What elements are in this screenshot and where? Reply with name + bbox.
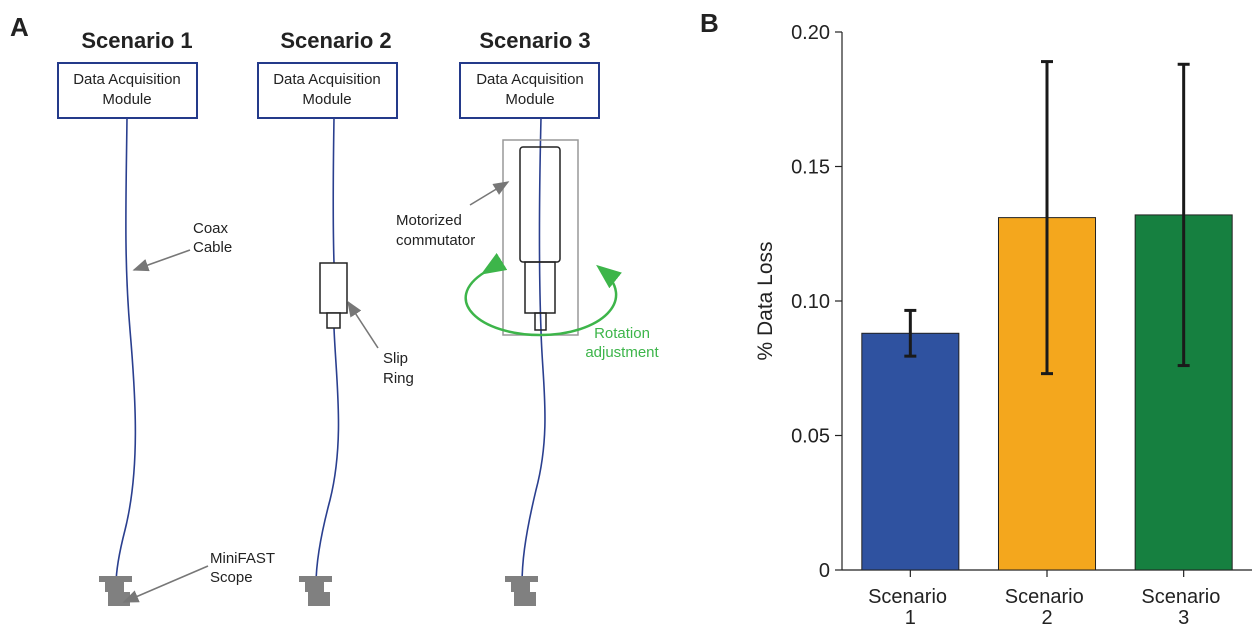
annotation: Cable xyxy=(193,239,232,256)
pointer xyxy=(132,249,191,272)
y-tick-label: 0.15 xyxy=(791,157,830,179)
module-box xyxy=(257,62,398,119)
module-label: Module xyxy=(302,91,351,108)
slip-ring xyxy=(319,262,348,329)
annotation: commutator xyxy=(396,232,475,249)
y-tick-label: 0.05 xyxy=(791,426,830,448)
annotation: Scope xyxy=(210,569,253,586)
module-label: Data Acquisition xyxy=(273,71,381,88)
commutator xyxy=(464,139,622,337)
pointer xyxy=(122,565,209,603)
scope xyxy=(99,576,538,606)
bar-chart: B % Data Loss 0 0.05 0.10 0.15 0.20 Scenario … xyxy=(700,8,1252,629)
scenario-title: Scenario 2 xyxy=(280,28,391,53)
module-label: Module xyxy=(102,91,151,108)
bar xyxy=(861,332,960,571)
module-box xyxy=(57,62,198,119)
y-tick-label: 0 xyxy=(819,560,830,582)
x-tick-label: Scenario 2 xyxy=(1005,586,1090,629)
annotation: Rotation xyxy=(594,325,650,342)
cable xyxy=(521,329,546,586)
module-box xyxy=(459,62,600,119)
cable xyxy=(315,327,340,586)
panel-label: A xyxy=(10,12,29,42)
pointer xyxy=(347,300,379,349)
scenario-title: Scenario 3 xyxy=(479,28,590,53)
module-label: Module xyxy=(505,91,554,108)
annotation: Ring xyxy=(383,370,414,387)
y-axis-label: % Data Loss xyxy=(754,241,777,360)
module-label: Data Acquisition xyxy=(73,71,181,88)
module-label: Data Acquisition xyxy=(476,71,584,88)
annotation: adjustment xyxy=(585,344,659,361)
scenario-title: Scenario 1 xyxy=(81,28,192,53)
cable xyxy=(115,117,137,586)
y-tick-label: 0.20 xyxy=(791,22,830,44)
annotation: Coax xyxy=(193,220,229,237)
pointer xyxy=(469,181,510,206)
annotation: MiniFAST xyxy=(210,550,275,567)
x-tick-label: Scenario 3 xyxy=(1141,586,1226,629)
annotation: Slip xyxy=(383,350,408,367)
diagram-panel: A Scenario 1 Scenario 2 Scenario 3 Data … xyxy=(10,12,660,606)
cable xyxy=(332,117,335,264)
x-tick-label: Scenario 1 xyxy=(868,586,953,629)
y-tick-label: 0.10 xyxy=(791,291,830,313)
cable xyxy=(538,117,542,331)
panel-label: B xyxy=(700,8,719,38)
annotation: Motorized xyxy=(396,212,462,229)
